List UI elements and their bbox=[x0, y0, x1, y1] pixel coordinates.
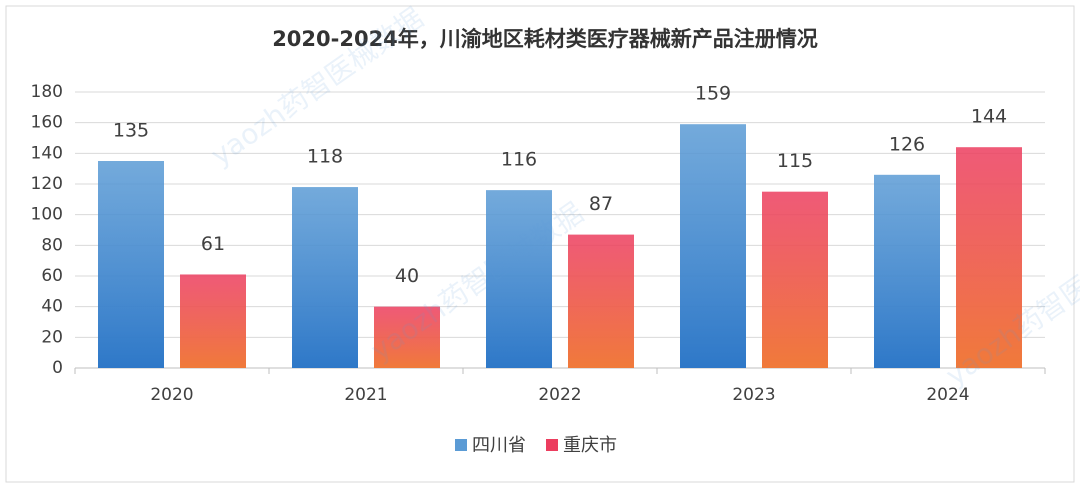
bar bbox=[180, 274, 246, 368]
y-tick-label: 40 bbox=[41, 297, 63, 317]
legend-swatch bbox=[455, 439, 467, 451]
y-tick-label: 120 bbox=[31, 174, 63, 194]
bar bbox=[568, 234, 634, 368]
bar bbox=[874, 174, 940, 368]
chart-title: 2020-2024年，川渝地区耗材类医疗器械新产品注册情况 bbox=[272, 27, 818, 51]
y-tick-label: 160 bbox=[31, 113, 63, 133]
value-label: 116 bbox=[501, 149, 537, 171]
legend-label: 重庆市 bbox=[563, 435, 617, 456]
x-tick-label: 2020 bbox=[150, 385, 193, 405]
y-tick-label: 60 bbox=[41, 266, 63, 286]
x-tick-label: 2022 bbox=[538, 385, 581, 405]
bar bbox=[486, 190, 552, 368]
bar bbox=[374, 306, 440, 368]
y-tick-label: 0 bbox=[52, 358, 63, 378]
x-tick-label: 2023 bbox=[732, 385, 775, 405]
value-label: 118 bbox=[307, 146, 343, 168]
x-tick-label: 2024 bbox=[926, 385, 969, 405]
value-label: 126 bbox=[889, 133, 925, 155]
value-label: 40 bbox=[395, 265, 419, 287]
value-label: 144 bbox=[971, 106, 1007, 128]
bar bbox=[680, 124, 746, 368]
legend-label: 四川省 bbox=[472, 435, 526, 456]
x-tick-label: 2021 bbox=[344, 385, 387, 405]
value-label: 115 bbox=[777, 150, 813, 172]
bar bbox=[956, 147, 1022, 368]
bar bbox=[98, 161, 164, 368]
y-tick-label: 20 bbox=[41, 327, 63, 347]
y-tick-label: 100 bbox=[31, 205, 63, 225]
y-tick-label: 140 bbox=[31, 143, 63, 163]
y-tick-label: 80 bbox=[41, 235, 63, 255]
legend-swatch bbox=[546, 439, 558, 451]
value-label: 61 bbox=[201, 233, 225, 255]
value-label: 159 bbox=[695, 83, 731, 105]
value-label: 135 bbox=[113, 120, 149, 142]
bar bbox=[762, 191, 828, 368]
value-label: 87 bbox=[589, 193, 613, 215]
bar bbox=[292, 187, 358, 368]
y-tick-label: 180 bbox=[31, 82, 63, 102]
